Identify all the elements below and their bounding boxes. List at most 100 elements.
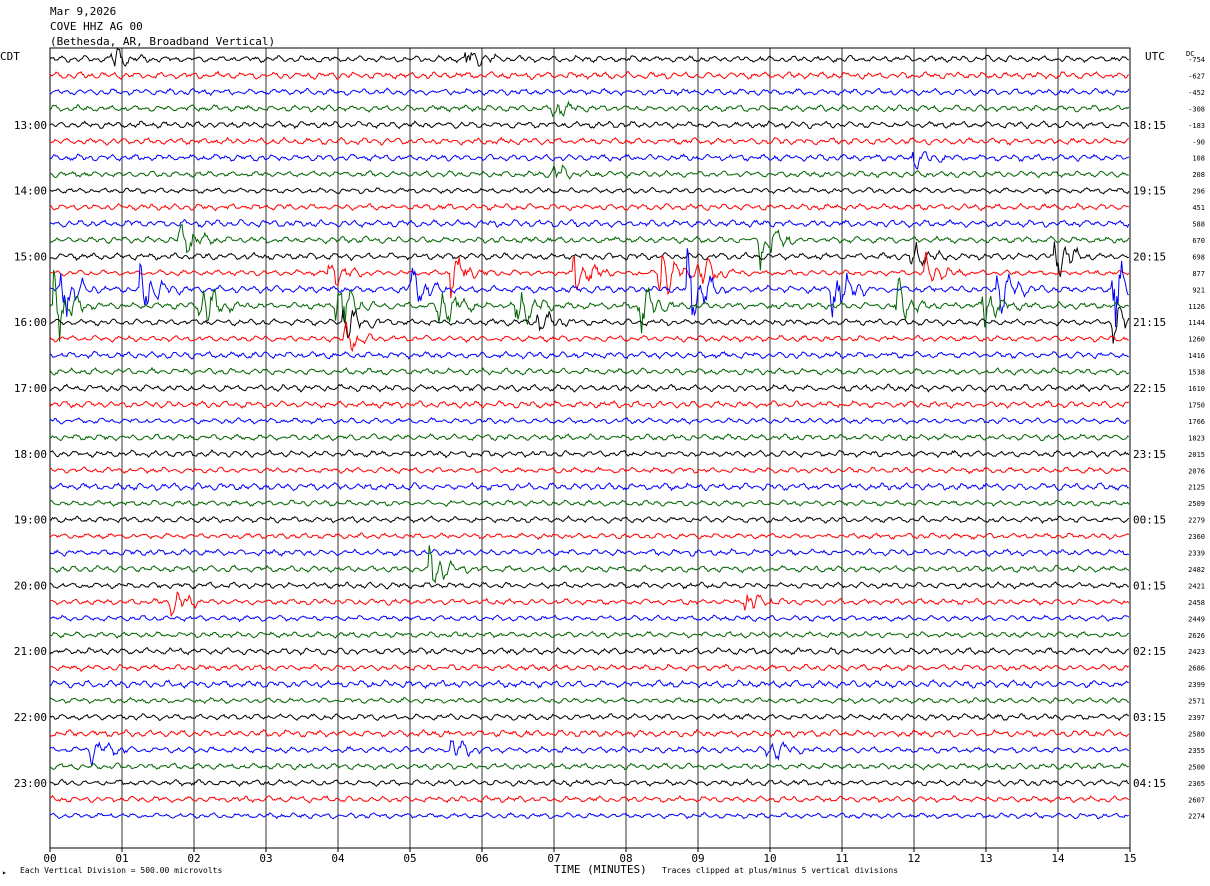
dc-offset-label: 2279 bbox=[1188, 517, 1205, 525]
utc-hour-label: 23:15 bbox=[1133, 448, 1166, 461]
seismic-trace bbox=[49, 499, 1130, 507]
dc-offset-label: 2580 bbox=[1188, 730, 1205, 738]
seismic-trace bbox=[49, 548, 1130, 558]
dc-offset-label: 2339 bbox=[1188, 550, 1205, 558]
dc-offset-label: 2399 bbox=[1188, 681, 1205, 689]
seismic-trace bbox=[49, 241, 1129, 277]
x-tick-label: 02 bbox=[187, 852, 200, 865]
cdt-hour-label: 20:00 bbox=[14, 579, 47, 592]
seismic-trace bbox=[50, 251, 1130, 299]
dc-offset-label: 1610 bbox=[1188, 385, 1205, 393]
seismic-trace bbox=[49, 223, 1130, 271]
x-tick-label: 08 bbox=[619, 852, 632, 865]
seismic-trace bbox=[49, 248, 1130, 328]
seismic-trace bbox=[49, 269, 1130, 342]
seismic-trace bbox=[49, 728, 1130, 738]
seismic-trace bbox=[49, 545, 1130, 584]
clip-note: Traces clipped at plus/minus 5 vertical … bbox=[662, 866, 899, 875]
seismic-trace bbox=[49, 515, 1130, 524]
seismic-trace bbox=[49, 366, 1130, 376]
station-name: COVE HHZ AG 00 bbox=[50, 20, 143, 33]
cdt-hour-label: 16:00 bbox=[14, 316, 47, 329]
utc-hour-label: 04:15 bbox=[1133, 777, 1166, 790]
x-tick-label: 13 bbox=[979, 852, 992, 865]
dc-offset-label: 2482 bbox=[1188, 566, 1205, 574]
dc-offset-label: 2607 bbox=[1188, 796, 1205, 804]
seismic-trace bbox=[49, 120, 1130, 130]
seismic-trace bbox=[49, 400, 1130, 409]
seismic-trace bbox=[49, 136, 1129, 146]
x-tick-label: 15 bbox=[1123, 852, 1136, 865]
seismic-trace bbox=[49, 383, 1130, 393]
seismic-trace bbox=[49, 306, 1130, 344]
cdt-hour-label: 19:00 bbox=[14, 514, 47, 527]
chart-date: Mar 9,2026 bbox=[50, 5, 117, 18]
dc-offset-label: 2076 bbox=[1188, 467, 1205, 475]
cdt-hour-label: 14:00 bbox=[14, 185, 47, 198]
scale-note: Each Vertical Division = 500.00 microvol… bbox=[20, 866, 223, 875]
dc-offset-label: -308 bbox=[1188, 105, 1205, 113]
x-tick-label: 05 bbox=[403, 852, 416, 865]
seismic-trace bbox=[49, 739, 1130, 767]
x-tick-label: 12 bbox=[907, 852, 920, 865]
seismic-trace bbox=[49, 696, 1130, 705]
dc-offset-label: 296 bbox=[1192, 188, 1205, 196]
utc-hour-label: 01:15 bbox=[1133, 579, 1166, 592]
seismic-trace bbox=[49, 202, 1130, 212]
seismic-trace bbox=[49, 186, 1130, 195]
cdt-hour-label: 21:00 bbox=[14, 645, 47, 658]
seismic-trace bbox=[49, 321, 1129, 352]
seismic-trace bbox=[49, 417, 1129, 425]
cdt-hour-label: 18:00 bbox=[14, 448, 47, 461]
dc-offset-label: -183 bbox=[1188, 122, 1205, 130]
dc-offset-label: 2500 bbox=[1188, 763, 1205, 771]
cdt-hour-label: 17:00 bbox=[14, 382, 47, 395]
x-tick-label: 03 bbox=[259, 852, 272, 865]
dc-label: DC bbox=[1186, 50, 1194, 58]
seismic-trace bbox=[49, 87, 1130, 97]
dc-offset-label: 2458 bbox=[1188, 599, 1205, 607]
cdt-hour-label: 22:00 bbox=[14, 711, 47, 724]
seismic-trace bbox=[49, 218, 1130, 229]
dc-offset-label: 2015 bbox=[1188, 451, 1205, 459]
dc-offset-label: 1126 bbox=[1188, 303, 1205, 311]
dc-offset-label: 2397 bbox=[1188, 714, 1205, 722]
seismic-trace bbox=[49, 630, 1130, 639]
seismic-trace bbox=[49, 47, 1129, 67]
x-tick-label: 07 bbox=[547, 852, 560, 865]
dc-offset-label: -627 bbox=[1188, 72, 1205, 80]
utc-hour-label: 19:15 bbox=[1133, 185, 1166, 198]
seismic-trace bbox=[49, 532, 1130, 541]
seismic-trace bbox=[49, 481, 1129, 492]
seismic-trace bbox=[49, 678, 1129, 690]
x-tick-label: 11 bbox=[835, 852, 848, 865]
x-tick-label: 01 bbox=[115, 852, 128, 865]
seismic-trace bbox=[50, 433, 1130, 442]
dc-offset-label: 2423 bbox=[1188, 648, 1205, 656]
dc-offset-label: 2274 bbox=[1188, 813, 1205, 821]
left-axis-label: CDT bbox=[0, 50, 20, 63]
dc-offset-label: 2509 bbox=[1188, 500, 1205, 508]
x-axis-title: TIME (MINUTES) bbox=[554, 863, 647, 876]
utc-hour-label: 22:15 bbox=[1133, 382, 1166, 395]
dc-offset-label: 877 bbox=[1192, 270, 1205, 278]
utc-hour-label: 18:15 bbox=[1133, 119, 1166, 132]
dc-offset-label: 2449 bbox=[1188, 615, 1205, 623]
dc-offset-label: 2360 bbox=[1188, 533, 1205, 541]
dc-offset-label: -90 bbox=[1192, 138, 1205, 146]
dc-offset-label: 1766 bbox=[1188, 418, 1205, 426]
seismic-trace bbox=[49, 591, 1130, 618]
dc-offset-label: 108 bbox=[1192, 155, 1205, 163]
dc-offset-label: 1416 bbox=[1188, 352, 1205, 360]
cdt-hour-label: 23:00 bbox=[14, 777, 47, 790]
x-tick-label: 00 bbox=[43, 852, 56, 865]
corner-mark: ▸ bbox=[2, 868, 7, 877]
dc-offset-label: 2355 bbox=[1188, 747, 1205, 755]
dc-offset-label: 2125 bbox=[1188, 484, 1205, 492]
dc-offset-label: 1823 bbox=[1188, 434, 1205, 442]
seismic-trace bbox=[49, 811, 1129, 820]
seismic-trace bbox=[49, 163, 1129, 180]
seismic-trace bbox=[49, 449, 1130, 459]
dc-offset-label: 1144 bbox=[1188, 319, 1205, 327]
seismic-trace bbox=[49, 466, 1129, 475]
